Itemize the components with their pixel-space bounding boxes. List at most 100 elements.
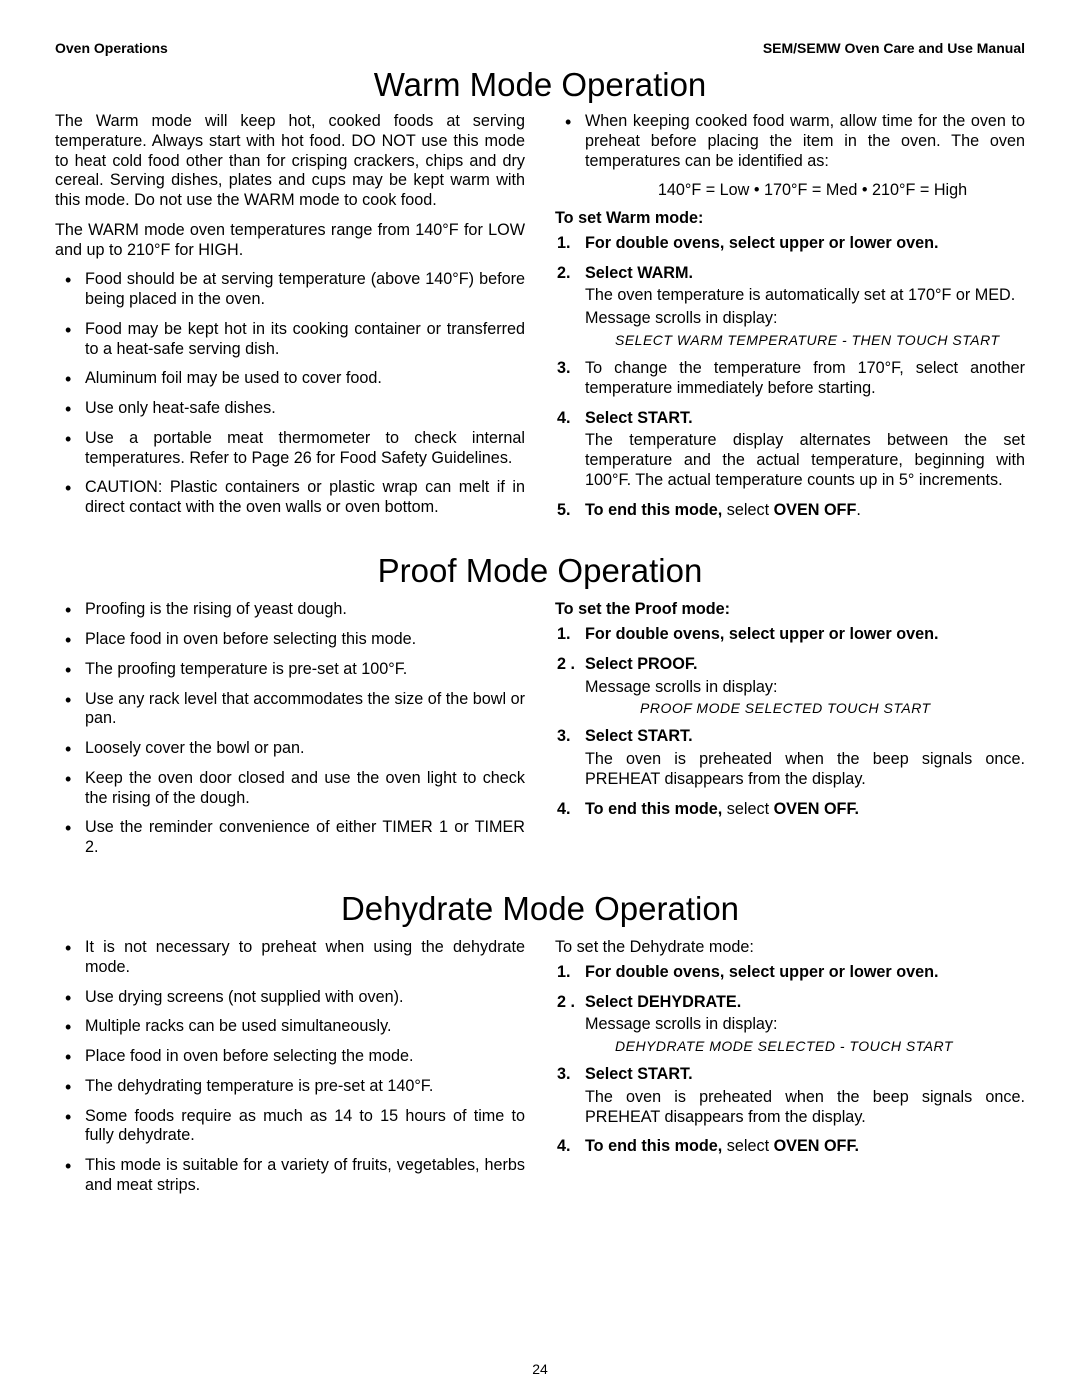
step-num: 2. <box>557 264 571 284</box>
step-item: 3. To change the temperature from 170°F, … <box>555 359 1025 399</box>
proof-title: Proof Mode Operation <box>55 552 1025 590</box>
dehy-left-col: It is not necessary to preheat when usin… <box>55 938 525 1206</box>
warm-steps: 1. For double ovens, select upper or lowe… <box>555 234 1025 521</box>
list-item: Use the reminder convenience of either T… <box>55 818 525 858</box>
warm-p2: The WARM mode oven temperatures range fr… <box>55 221 525 261</box>
step-sub: Message scrolls in display: <box>585 1015 1025 1035</box>
warm-bullet-right: When keeping cooked food warm, allow tim… <box>555 112 1025 171</box>
proof-set-heading: To set the Proof mode: <box>555 600 1025 620</box>
list-item: It is not necessary to preheat when usin… <box>55 938 525 978</box>
step-text-bold: OVEN OFF. <box>774 800 859 818</box>
list-item: Place food in oven before selecting this… <box>55 630 525 650</box>
step-text-bold: To end this mode, <box>585 501 722 519</box>
step-text: For double ovens, select upper or lower … <box>585 625 1025 645</box>
list-item: Food may be kept hot in its cooking cont… <box>55 320 525 360</box>
step-item: 2 . Select PROOF. Message scrolls in dis… <box>555 655 1025 718</box>
list-item: The proofing temperature is pre-set at 1… <box>55 660 525 680</box>
list-item: When keeping cooked food warm, allow tim… <box>555 112 1025 171</box>
step-num: 3. <box>557 1065 571 1085</box>
dehy-bullets-left: It is not necessary to preheat when usin… <box>55 938 525 1196</box>
step-num: 1. <box>557 963 571 983</box>
proof-left-col: Proofing is the rising of yeast dough. P… <box>55 600 525 868</box>
step-sub: Message scrolls in display: <box>585 309 1025 329</box>
list-item: Use any rack level that accommodates the… <box>55 690 525 730</box>
list-item: Some foods require as much as 14 to 15 h… <box>55 1107 525 1147</box>
warm-right-col: When keeping cooked food warm, allow tim… <box>555 112 1025 530</box>
page-header: Oven Operations SEM/SEMW Oven Care and U… <box>55 40 1025 56</box>
proof-steps: 1. For double ovens, select upper or lowe… <box>555 625 1025 819</box>
proof-section: Proofing is the rising of yeast dough. P… <box>55 600 1025 868</box>
step-text-bold: OVEN OFF. <box>774 1137 859 1155</box>
display-message: PROOF MODE SELECTED TOUCH START <box>640 700 1025 717</box>
step-text: select <box>722 1137 773 1155</box>
warm-bullets-left: Food should be at serving temperature (a… <box>55 270 525 518</box>
step-item: 3. Select START. The oven is preheated w… <box>555 727 1025 789</box>
step-num: 1. <box>557 625 571 645</box>
proof-bullets-left: Proofing is the rising of yeast dough. P… <box>55 600 525 858</box>
dehy-steps: 1. For double ovens, select upper or lowe… <box>555 963 1025 1157</box>
list-item: Loosely cover the bowl or pan. <box>55 739 525 759</box>
step-text-bold: OVEN OFF <box>774 501 857 519</box>
step-text-bold: To end this mode, <box>585 1137 722 1155</box>
step-num: 5. <box>557 501 571 521</box>
step-text: For double ovens, select upper or lower … <box>585 963 1025 983</box>
step-text: Select PROOF. <box>585 655 1025 675</box>
list-item: Proofing is the rising of yeast dough. <box>55 600 525 620</box>
header-right: SEM/SEMW Oven Care and Use Manual <box>763 40 1025 56</box>
header-left: Oven Operations <box>55 40 168 56</box>
step-item: 4. Select START. The temperature display… <box>555 409 1025 491</box>
step-num: 2 . <box>557 993 575 1013</box>
step-sub: The oven is preheated when the beep sign… <box>585 1088 1025 1128</box>
dehy-title: Dehydrate Mode Operation <box>55 890 1025 928</box>
warm-temps: 140°F = Low • 170°F = Med • 210°F = High <box>600 181 1025 201</box>
list-item: Multiple racks can be used simultaneousl… <box>55 1017 525 1037</box>
step-num: 4. <box>557 1137 571 1157</box>
step-item: 1. For double ovens, select upper or lowe… <box>555 234 1025 254</box>
display-message: DEHYDRATE MODE SELECTED - TOUCH START <box>615 1038 1025 1055</box>
step-num: 1. <box>557 234 571 254</box>
list-item: Aluminum foil may be used to cover food. <box>55 369 525 389</box>
step-item: 3. Select START. The oven is preheated w… <box>555 1065 1025 1127</box>
step-sub: Message scrolls in display: <box>585 678 1025 698</box>
dehy-section: It is not necessary to preheat when usin… <box>55 938 1025 1206</box>
display-message: SELECT WARM TEMPERATURE - THEN TOUCH STA… <box>615 332 1025 349</box>
step-sub: The oven temperature is automatically se… <box>585 286 1025 306</box>
step-sub: The oven is preheated when the beep sign… <box>585 750 1025 790</box>
step-text: To change the temperature from 170°F, se… <box>585 359 1025 397</box>
step-num: 4. <box>557 409 571 429</box>
list-item: Place food in oven before selecting the … <box>55 1047 525 1067</box>
list-item: CAUTION: Plastic containers or plastic w… <box>55 478 525 518</box>
step-text: Select START. <box>585 727 1025 747</box>
page-number: 24 <box>532 1361 548 1377</box>
step-text: Select DEHYDRATE. <box>585 993 1025 1013</box>
step-item: 1. For double ovens, select upper or lowe… <box>555 625 1025 645</box>
step-text: select <box>722 800 773 818</box>
step-text: Select START. <box>585 409 1025 429</box>
list-item: Use a portable meat thermometer to check… <box>55 429 525 469</box>
warm-left-col: The Warm mode will keep hot, cooked food… <box>55 112 525 530</box>
list-item: Food should be at serving temperature (a… <box>55 270 525 310</box>
warm-title: Warm Mode Operation <box>55 66 1025 104</box>
step-text: . <box>856 501 861 519</box>
step-num: 4. <box>557 800 571 820</box>
list-item: This mode is suitable for a variety of f… <box>55 1156 525 1196</box>
step-item: 4. To end this mode, select OVEN OFF. <box>555 1137 1025 1157</box>
step-sub: The temperature display alternates betwe… <box>585 431 1025 490</box>
dehy-right-col: To set the Dehydrate mode: 1. For double … <box>555 938 1025 1206</box>
dehy-set-heading: To set the Dehydrate mode: <box>555 938 1025 958</box>
step-item: 2. Select WARM. The oven temperature is … <box>555 264 1025 349</box>
list-item: Use drying screens (not supplied with ov… <box>55 988 525 1008</box>
step-text: Select WARM. <box>585 264 1025 284</box>
warm-p1: The Warm mode will keep hot, cooked food… <box>55 112 525 211</box>
step-text: Select START. <box>585 1065 1025 1085</box>
warm-set-heading: To set Warm mode: <box>555 209 1025 229</box>
step-text-bold: To end this mode, <box>585 800 722 818</box>
step-item: 1. For double ovens, select upper or lowe… <box>555 963 1025 983</box>
step-item: 4. To end this mode, select OVEN OFF. <box>555 800 1025 820</box>
step-text: For double ovens, select upper or lower … <box>585 234 1025 254</box>
step-item: 2 . Select DEHYDRATE. Message scrolls in… <box>555 993 1025 1056</box>
list-item: Keep the oven door closed and use the ov… <box>55 769 525 809</box>
step-num: 3. <box>557 359 571 379</box>
list-item: Use only heat-safe dishes. <box>55 399 525 419</box>
proof-right-col: To set the Proof mode: 1. For double oven… <box>555 600 1025 868</box>
